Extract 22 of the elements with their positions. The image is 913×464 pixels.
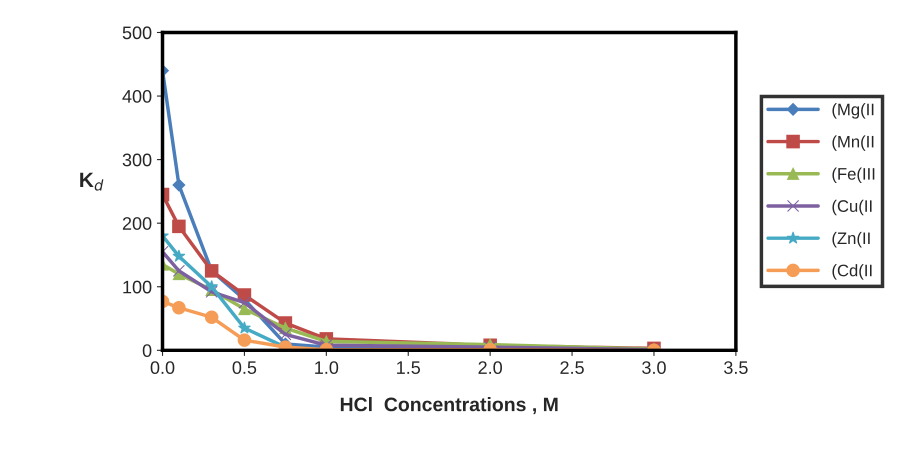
x-tick-label: 2.5 — [560, 361, 584, 374]
y-tick-label: 300 — [122, 154, 152, 166]
legend-label: (Mg(II — [832, 103, 874, 119]
legend-label: (Zn(II — [832, 232, 870, 248]
x-tick-label: 0.0 — [150, 361, 174, 374]
x-tick-label: 0.5 — [232, 361, 256, 374]
x-tick-label: 2.0 — [478, 361, 502, 374]
legend-label: (Mn(II — [832, 135, 874, 151]
legend-label: (Cu(II — [832, 200, 872, 216]
y-tick-label: 200 — [122, 217, 152, 230]
legend-label: (Cd(II — [832, 264, 872, 280]
x-tick-label: 3.5 — [724, 361, 748, 374]
x-tick-label: 1.0 — [315, 361, 338, 374]
y-tick-label: 500 — [122, 26, 152, 40]
y-axis-title: K$_{d}$ — [80, 172, 104, 191]
x-tick-label: 3.0 — [642, 361, 666, 374]
y-tick-label: 400 — [122, 90, 152, 103]
x-axis-title: HCl Concentrations , M — [340, 397, 558, 414]
y-tick-label: 0 — [142, 344, 152, 358]
legend-label: (Fe(III — [832, 168, 874, 184]
x-tick-label: 1.5 — [397, 361, 420, 374]
y-tick-label: 100 — [123, 280, 152, 294]
